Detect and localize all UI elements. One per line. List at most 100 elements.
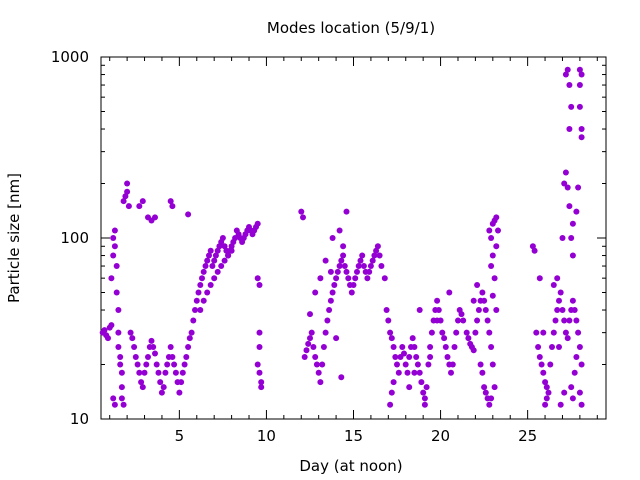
data-point [341, 263, 348, 269]
data-point [388, 389, 395, 396]
data-point [350, 282, 357, 288]
data-point [460, 317, 467, 324]
data-point [550, 329, 557, 336]
data-point [157, 379, 164, 386]
data-point [340, 243, 347, 250]
data-point [118, 395, 125, 402]
data-point [390, 344, 397, 350]
data-point [169, 354, 176, 360]
data-point [477, 361, 484, 368]
data-point [343, 268, 350, 275]
data-point [573, 354, 580, 360]
data-point [338, 257, 345, 264]
data-point [118, 384, 125, 391]
data-point [105, 335, 111, 342]
data-point [307, 311, 313, 318]
data-point [313, 361, 320, 368]
x-tick-label: 25 [518, 427, 537, 445]
data-point [329, 235, 336, 241]
data-point [305, 340, 312, 347]
data-point [455, 317, 461, 324]
data-point [472, 329, 479, 336]
data-point [141, 369, 148, 376]
data-point [378, 263, 385, 269]
y-axis-label: Particle size [nm] [5, 173, 23, 303]
data-point [120, 198, 127, 205]
data-point [556, 297, 562, 304]
data-point [354, 268, 360, 275]
data-point [488, 235, 495, 241]
data-point [185, 211, 192, 218]
data-point [298, 208, 305, 215]
data-point [479, 369, 486, 376]
data-point [125, 203, 132, 210]
data-point [364, 275, 371, 282]
data-point [371, 252, 378, 259]
data-point [573, 317, 580, 324]
data-point [482, 389, 489, 396]
data-point [576, 103, 583, 110]
data-point [329, 289, 336, 296]
data-point [390, 379, 397, 386]
data-point [458, 311, 465, 318]
data-point [327, 297, 334, 304]
data-point [491, 384, 498, 391]
data-point [538, 361, 545, 368]
data-point [535, 344, 542, 350]
data-point [552, 317, 559, 324]
data-point [427, 344, 434, 350]
data-point [317, 275, 324, 282]
data-point [113, 263, 120, 269]
data-point [474, 317, 481, 324]
data-point [486, 329, 493, 336]
data-point [256, 344, 263, 350]
data-point [218, 263, 225, 269]
data-point [549, 344, 555, 350]
data-point [359, 252, 366, 259]
data-point [200, 268, 207, 275]
data-point [110, 395, 117, 402]
data-point [542, 401, 549, 408]
data-point [576, 82, 583, 88]
data-point [167, 198, 174, 205]
data-point [188, 329, 195, 336]
data-point [568, 235, 575, 241]
data-point [491, 275, 498, 282]
data-point [556, 344, 562, 350]
data-point [562, 71, 569, 78]
data-point [578, 126, 585, 132]
y-tick-label: 100 [60, 229, 89, 247]
axis-ticks [101, 56, 606, 420]
data-point [578, 134, 585, 141]
data-point [383, 307, 390, 313]
data-point [209, 263, 216, 269]
chart-title: Modes location (5/9/1) [267, 19, 435, 37]
data-point [124, 180, 131, 187]
data-point [145, 354, 151, 360]
data-point [143, 361, 150, 368]
data-point [562, 169, 569, 176]
data-point [489, 292, 496, 299]
data-point [258, 379, 265, 386]
data-point [373, 247, 380, 254]
data-point [214, 268, 221, 275]
data-point [409, 335, 416, 342]
data-point [340, 252, 347, 259]
data-point [578, 71, 585, 78]
data-point [573, 208, 580, 215]
x-axis-label: Day (at noon) [299, 457, 402, 475]
data-point [568, 103, 575, 110]
data-point [493, 307, 500, 313]
data-point [561, 389, 568, 396]
data-point [186, 335, 193, 342]
data-point [411, 369, 418, 376]
data-point [336, 263, 343, 269]
data-point [167, 344, 174, 350]
data-point [254, 220, 261, 227]
data-point [488, 395, 495, 402]
data-point [211, 275, 218, 282]
data-point [153, 361, 160, 368]
data-point [348, 289, 355, 296]
data-point [369, 257, 376, 264]
